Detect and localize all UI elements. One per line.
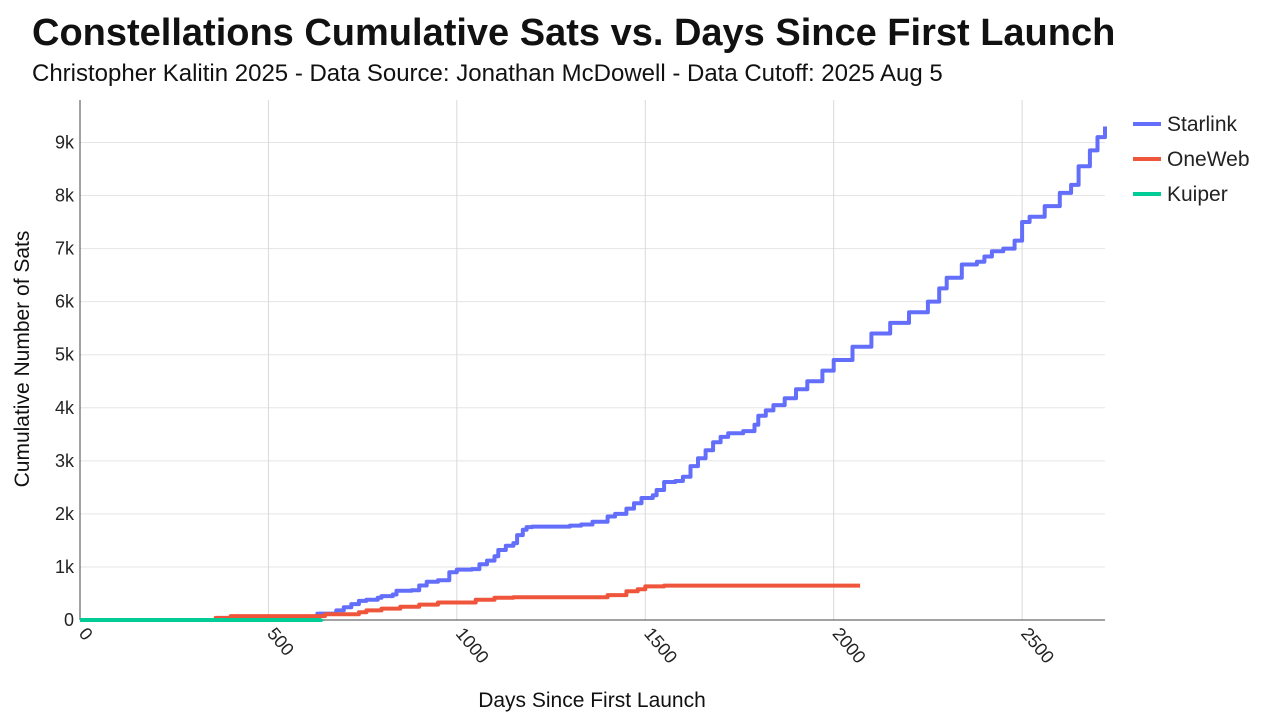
series-lines: [80, 126, 1107, 622]
legend-item-starlink[interactable]: Starlink: [1133, 113, 1238, 136]
y-tick-label: 4k: [55, 398, 75, 418]
x-tick-label: 2000: [829, 624, 870, 668]
legend[interactable]: Starlink OneWeb Kuiper: [1133, 113, 1250, 206]
y-axis-title: Cumulative Number of Sats: [11, 231, 34, 488]
x-tick-label: 500: [263, 624, 298, 660]
x-tick-label: 1500: [640, 624, 681, 668]
axes: 0 1k 2k 3k 4k 5k 6k 7k 8k 9k 0 500 1000 1500 2000 2500: [55, 100, 1105, 667]
legend-label: Starlink: [1167, 113, 1238, 136]
legend-item-kuiper[interactable]: Kuiper: [1133, 183, 1228, 206]
y-tick-label: 2k: [55, 504, 75, 524]
y-tick-label: 9k: [55, 132, 75, 152]
x-tick-label: 1000: [452, 624, 493, 668]
y-tick-label: 7k: [55, 239, 75, 259]
legend-item-oneweb[interactable]: OneWeb: [1133, 148, 1250, 171]
y-tick-label: 1k: [55, 557, 75, 577]
legend-label: OneWeb: [1167, 148, 1250, 171]
grid: [80, 100, 1105, 620]
chart-subtitle: Christopher Kalitin 2025 - Data Source: …: [32, 60, 943, 87]
x-tick-label: 0: [75, 624, 97, 645]
series-line-starlink: [80, 126, 1107, 622]
chart-title: Constellations Cumulative Sats vs. Days …: [32, 12, 1116, 54]
series-line-kuiper: [80, 618, 324, 622]
legend-label: Kuiper: [1167, 183, 1228, 206]
x-tick-label: 2500: [1017, 624, 1058, 668]
y-tick-label: 5k: [55, 345, 75, 365]
x-axis-title: Days Since First Launch: [478, 689, 706, 712]
y-tick-label: 0: [64, 610, 74, 630]
y-tick-label: 8k: [55, 186, 75, 206]
series-line-oneweb: [80, 583, 861, 622]
y-tick-label: 6k: [55, 292, 75, 312]
y-tick-label: 3k: [55, 451, 75, 471]
